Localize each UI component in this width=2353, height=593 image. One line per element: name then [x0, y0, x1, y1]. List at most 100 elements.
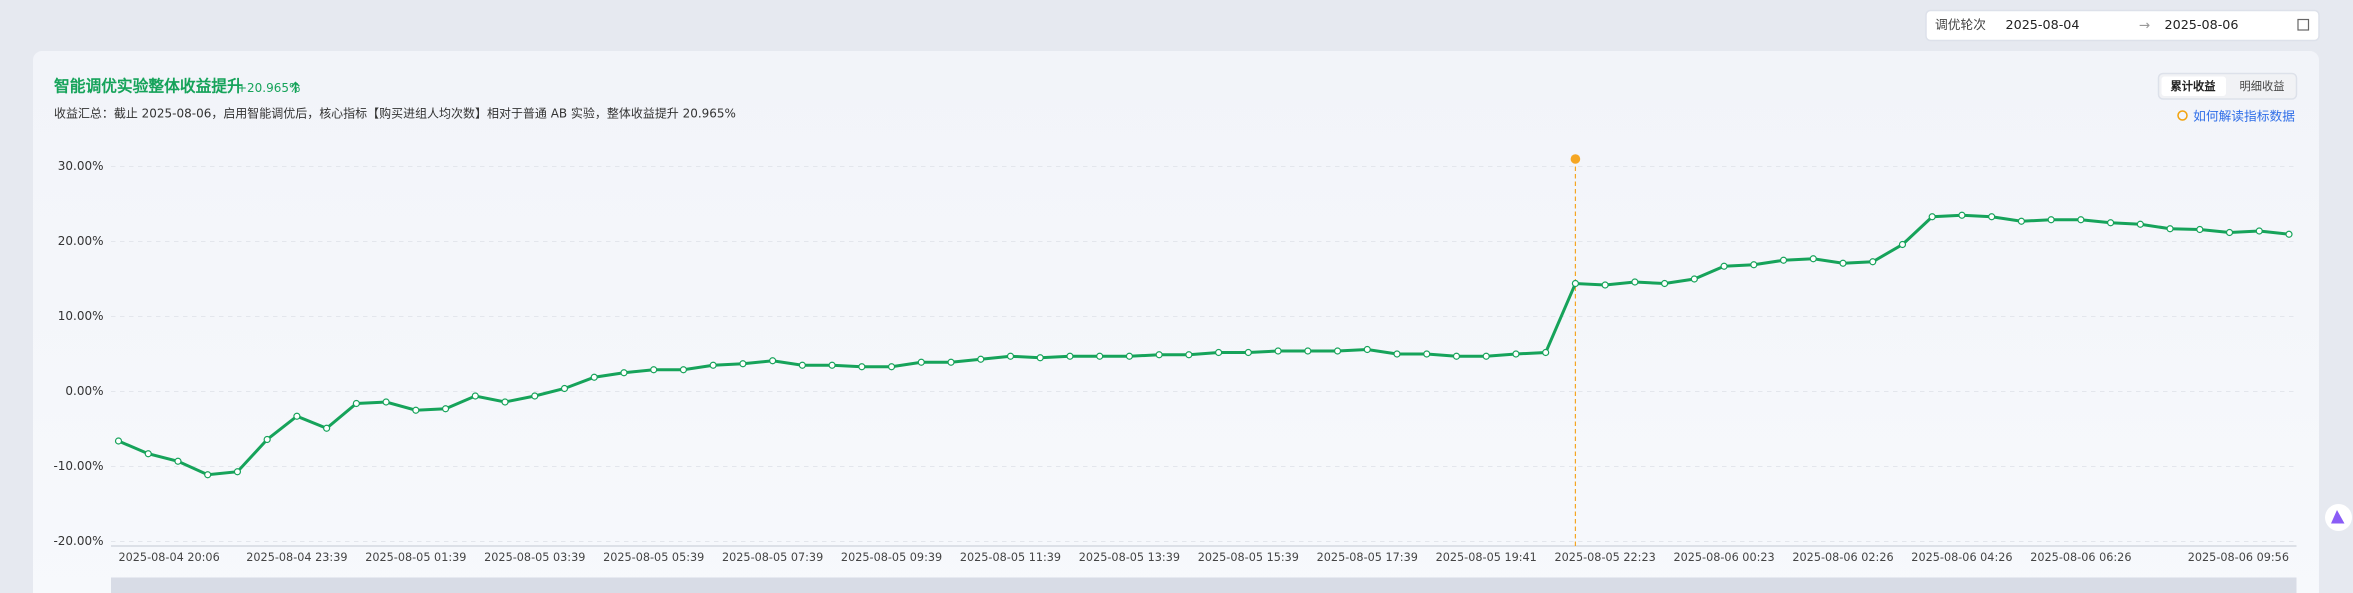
point	[1482, 352, 1490, 360]
badge: +20.965%	[237, 81, 300, 95]
point	[1571, 279, 1580, 288]
point	[798, 361, 806, 369]
point	[1690, 275, 1698, 283]
x-tick-label: 2025-08-05 01:39	[365, 551, 466, 564]
point	[144, 450, 152, 458]
point	[590, 373, 598, 381]
point	[1393, 350, 1401, 358]
panel-title: 智能调优实验整体收益提升	[54, 77, 243, 96]
point	[560, 384, 569, 393]
point	[1928, 213, 1936, 221]
point	[1661, 279, 1669, 288]
point	[2225, 228, 2234, 237]
point	[1869, 258, 1877, 266]
point	[2017, 217, 2025, 225]
x-tick-label: 2025-08-06 04:26	[1911, 551, 2012, 564]
y-tick-label: 10.00%	[58, 309, 104, 323]
point	[917, 358, 925, 366]
x-tick-label: 2025-08-05 13:39	[1079, 551, 1180, 564]
assistant-icon	[2330, 510, 2345, 524]
point	[1988, 213, 1996, 221]
x-tick-label: 2025-08-05 22:23	[1555, 551, 1656, 564]
line	[117, 213, 2290, 477]
x-tick-label: 2025-08-06 09:56	[2188, 551, 2289, 564]
point	[1363, 345, 1371, 354]
point	[1125, 352, 1134, 360]
point	[263, 435, 271, 444]
point	[828, 361, 836, 369]
point	[204, 471, 212, 479]
point	[1542, 348, 1550, 357]
point	[1036, 354, 1044, 362]
point	[650, 366, 658, 374]
round-label: 调优轮次	[1935, 18, 1986, 33]
point	[441, 405, 450, 413]
highlight-dot	[1570, 154, 1581, 164]
x-tick-label: 2025-08-06 06:26	[2030, 551, 2131, 564]
point	[2077, 216, 2085, 224]
point	[233, 468, 242, 476]
point	[531, 392, 539, 400]
point	[2196, 225, 2204, 234]
start-date[interactable]: 2025-08-04	[2005, 18, 2079, 33]
y-tick-label: -20.00%	[53, 534, 103, 548]
point	[1185, 351, 1193, 359]
calendar-icon[interactable]	[2297, 18, 2310, 31]
x-tick-label: 2025-08-04 23:39	[246, 551, 347, 564]
x-tick-label: 2025-08-05 19:41	[1436, 551, 1537, 564]
point	[1601, 281, 1609, 289]
up-arrow	[291, 81, 300, 94]
point	[1809, 255, 1817, 263]
point	[1066, 352, 1074, 360]
point	[1244, 348, 1252, 357]
x-tick-label: 2025-08-06 02:26	[1792, 551, 1893, 564]
x-tick-label: 2025-08-05 07:39	[722, 551, 823, 564]
point	[174, 457, 182, 465]
bulb-icon	[2177, 110, 2188, 121]
point	[1750, 261, 1758, 269]
point	[1423, 350, 1431, 358]
point	[412, 406, 420, 414]
point	[977, 355, 985, 363]
point	[1452, 352, 1461, 360]
point	[769, 357, 777, 365]
zoom-slider[interactable]	[110, 577, 2297, 593]
point	[887, 363, 896, 371]
point	[947, 358, 955, 366]
point	[739, 360, 747, 368]
y-tick-label: -10.00%	[53, 459, 103, 473]
date-range[interactable]	[1925, 9, 2320, 42]
point	[1096, 352, 1104, 360]
point	[2106, 219, 2115, 227]
panel	[33, 51, 2319, 593]
point	[709, 361, 717, 369]
point	[1898, 240, 1907, 249]
point	[1333, 347, 1342, 355]
point	[114, 437, 123, 445]
x-tick-label: 2025-08-04 20:06	[118, 551, 219, 564]
point	[2255, 227, 2263, 235]
point	[1304, 347, 1312, 355]
point	[352, 399, 360, 408]
point	[858, 363, 866, 371]
x-tick-label: 2025-08-05 15:39	[1198, 551, 1299, 564]
point	[1006, 352, 1015, 360]
tab-active[interactable]	[2161, 76, 2226, 97]
tab-detail[interactable]: 明细收益	[2240, 79, 2285, 93]
y-tick-label: 0.00%	[65, 384, 103, 398]
point	[382, 398, 390, 406]
end-date[interactable]: 2025-08-06	[2164, 18, 2238, 33]
help-link[interactable]: 如何解读指标数据	[2193, 109, 2295, 125]
point	[1958, 211, 1966, 219]
arrow: →	[2139, 18, 2150, 34]
point	[1839, 259, 1847, 267]
tab-cumulative[interactable]: 累计收益	[2171, 79, 2216, 93]
x-tick-label: 2025-08-06 00:23	[1673, 551, 1774, 564]
point	[1512, 350, 1520, 358]
y-tick-label: 20.00%	[58, 234, 104, 248]
x-tick-label: 2025-08-05 11:39	[960, 551, 1061, 564]
point	[293, 412, 301, 420]
point	[1631, 278, 1639, 286]
